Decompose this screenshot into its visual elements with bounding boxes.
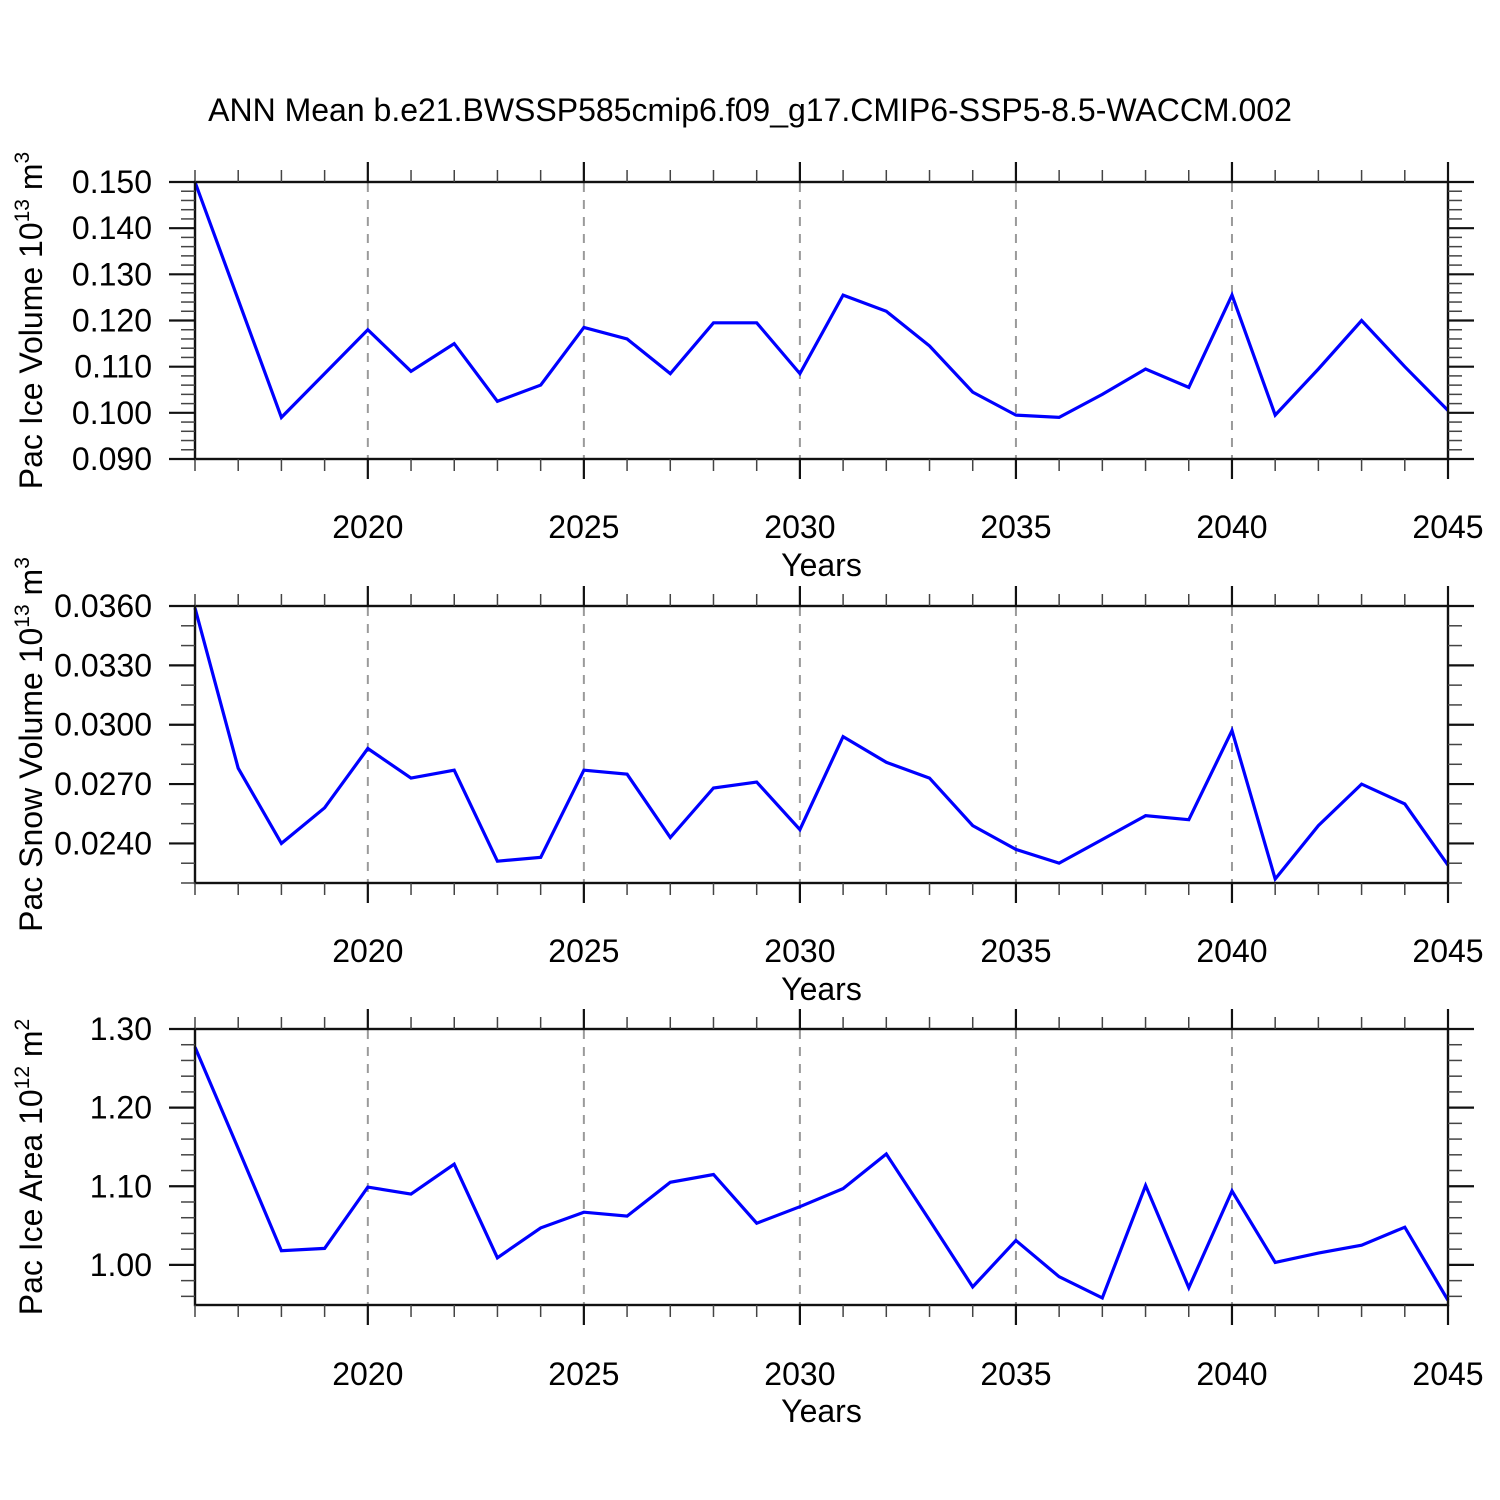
x-axis-title: Years xyxy=(781,971,862,1007)
y-tick-label: 0.0360 xyxy=(54,588,152,624)
x-tick-label: 2020 xyxy=(332,509,403,545)
y-tick-label: 0.0300 xyxy=(54,707,152,743)
y-tick-label: 1.00 xyxy=(90,1247,152,1283)
chart-title: ANN Mean b.e21.BWSSP585cmip6.f09_g17.CMI… xyxy=(208,92,1292,128)
x-tick-label: 2035 xyxy=(980,933,1051,969)
x-tick-label: 2045 xyxy=(1412,509,1483,545)
x-tick-label: 2035 xyxy=(980,509,1051,545)
y-tick-label: 0.110 xyxy=(74,349,152,385)
y-tick-label: 0.0330 xyxy=(54,647,152,683)
x-tick-label: 2040 xyxy=(1196,933,1267,969)
plot-border xyxy=(193,1027,1450,1307)
x-tick-label: 2045 xyxy=(1412,933,1483,969)
pac-snow-volume-panel: 0.0240 0.0270 0.0300 0.0330 0.0360 2020 2025 20… xyxy=(11,557,1484,1007)
x-axis-title: Years xyxy=(781,547,862,583)
x-axis-title: Years xyxy=(781,1393,862,1429)
plot-border xyxy=(193,180,1450,461)
data-series-line xyxy=(193,1046,1450,1302)
pac-ice-volume-panel: 0.090 0.100 0.110 0.120 0.130 0.140 0.150 2020 2… xyxy=(11,152,1484,583)
x-tick-label: 2025 xyxy=(548,1356,619,1392)
y-tick-label: 0.140 xyxy=(72,210,152,246)
x-tick-label: 2040 xyxy=(1196,1356,1267,1392)
y-tick-label: 0.120 xyxy=(72,303,152,339)
x-tick-label: 2025 xyxy=(548,509,619,545)
x-tick-label: 2035 xyxy=(980,1356,1051,1392)
y-tick-label: 0.090 xyxy=(72,441,152,477)
x-tick-label: 2020 xyxy=(332,933,403,969)
y-axis-title: Pac Snow Volume 1013 m3 xyxy=(11,557,49,932)
pac-ice-area-panel: 1.00 1.10 1.20 1.30 2020 2025 2030 2035 2040 2045… xyxy=(11,1009,1484,1429)
x-tick-label: 2030 xyxy=(764,1356,835,1392)
y-tick-label: 1.30 xyxy=(90,1011,152,1047)
data-series-line xyxy=(193,181,1450,421)
x-tick-label: 2020 xyxy=(332,1356,403,1392)
y-tick-label: 0.150 xyxy=(72,164,152,200)
y-axis-title: Pac Ice Volume 1013 m3 xyxy=(11,152,49,489)
y-tick-label: 0.0270 xyxy=(54,766,152,802)
y-axis-title: Pac Ice Area 1012 m2 xyxy=(11,1019,49,1316)
y-tick-label: 1.10 xyxy=(90,1168,152,1204)
x-tick-label: 2040 xyxy=(1196,509,1267,545)
y-tick-label: 0.0240 xyxy=(54,825,152,861)
data-series-line xyxy=(193,607,1450,883)
y-tick-label: 0.130 xyxy=(72,256,152,292)
x-tick-label: 2030 xyxy=(764,933,835,969)
plot-border xyxy=(193,604,1450,885)
x-tick-label: 2045 xyxy=(1412,1356,1483,1392)
y-tick-label: 0.100 xyxy=(72,395,152,431)
x-tick-label: 2030 xyxy=(764,509,835,545)
x-tick-label: 2025 xyxy=(548,933,619,969)
y-tick-label: 1.20 xyxy=(90,1090,152,1126)
